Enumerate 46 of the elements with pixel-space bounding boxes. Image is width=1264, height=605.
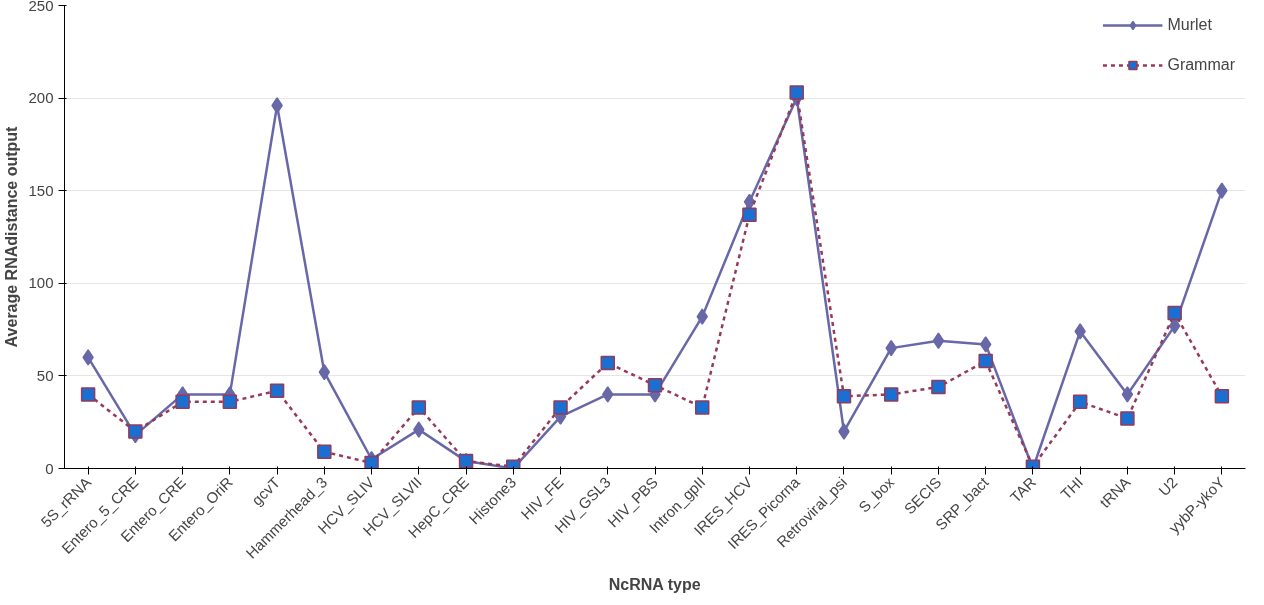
point [128, 424, 143, 439]
legend-label: Murlet [1167, 16, 1212, 34]
point [931, 379, 946, 395]
point [1074, 323, 1086, 340]
point [1120, 411, 1135, 426]
y-axis-title: Average RNAdistance output [3, 125, 21, 348]
x-axis-title: NcRNA type [608, 575, 701, 593]
point [978, 353, 993, 369]
point [318, 363, 331, 381]
point [883, 387, 899, 402]
point [789, 85, 804, 100]
point [694, 400, 710, 415]
point [364, 455, 379, 469]
point [836, 389, 852, 404]
point [553, 400, 568, 415]
point [647, 377, 663, 393]
point [413, 421, 425, 438]
point [271, 97, 283, 114]
x-tick-label: TAR [1006, 473, 1040, 506]
point [838, 423, 850, 440]
y-tick-label: 200 [28, 89, 54, 107]
point [411, 400, 427, 415]
point [317, 444, 332, 460]
point [1072, 394, 1088, 410]
point [82, 349, 94, 366]
x-tick-label: THI [1057, 473, 1087, 503]
point [742, 207, 757, 223]
y-tick-label: 50 [36, 366, 54, 384]
point [1121, 386, 1134, 403]
point [80, 387, 96, 402]
y-tick-label: 150 [28, 181, 54, 199]
point [175, 394, 190, 410]
y-tick-label: 250 [28, 0, 54, 14]
point [979, 336, 992, 353]
y-tick-label: 100 [28, 274, 54, 292]
point [600, 355, 616, 371]
point [696, 308, 708, 325]
legend-label: Grammar [1167, 56, 1235, 74]
point [932, 332, 945, 349]
point [1216, 182, 1228, 199]
point [1214, 389, 1230, 404]
point [222, 394, 238, 410]
point [602, 386, 614, 403]
y-tick-label: 0 [45, 459, 54, 477]
point [269, 383, 285, 398]
point [1167, 305, 1182, 321]
